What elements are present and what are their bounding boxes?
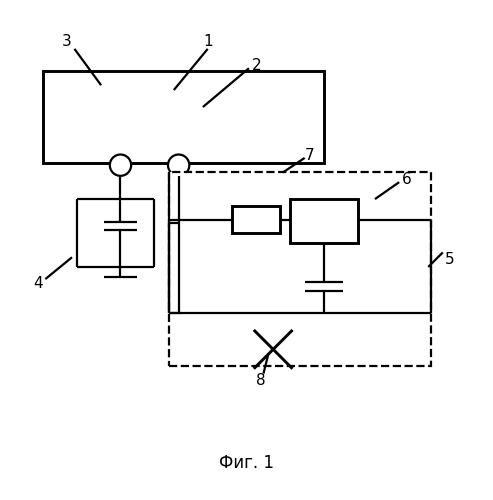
Text: Фиг. 1: Фиг. 1 xyxy=(219,454,274,472)
Text: 6: 6 xyxy=(402,172,411,187)
Circle shape xyxy=(110,154,131,176)
Text: 3: 3 xyxy=(62,34,72,49)
Text: 2: 2 xyxy=(251,58,261,74)
Bar xyxy=(169,172,431,366)
Bar xyxy=(43,70,324,163)
Text: 7: 7 xyxy=(305,148,315,163)
Text: 1: 1 xyxy=(203,34,212,49)
Text: 5: 5 xyxy=(445,252,455,267)
Bar xyxy=(290,199,358,242)
Text: 4: 4 xyxy=(34,276,43,291)
Text: 8: 8 xyxy=(256,374,266,388)
Bar xyxy=(232,206,281,233)
Circle shape xyxy=(168,154,189,176)
